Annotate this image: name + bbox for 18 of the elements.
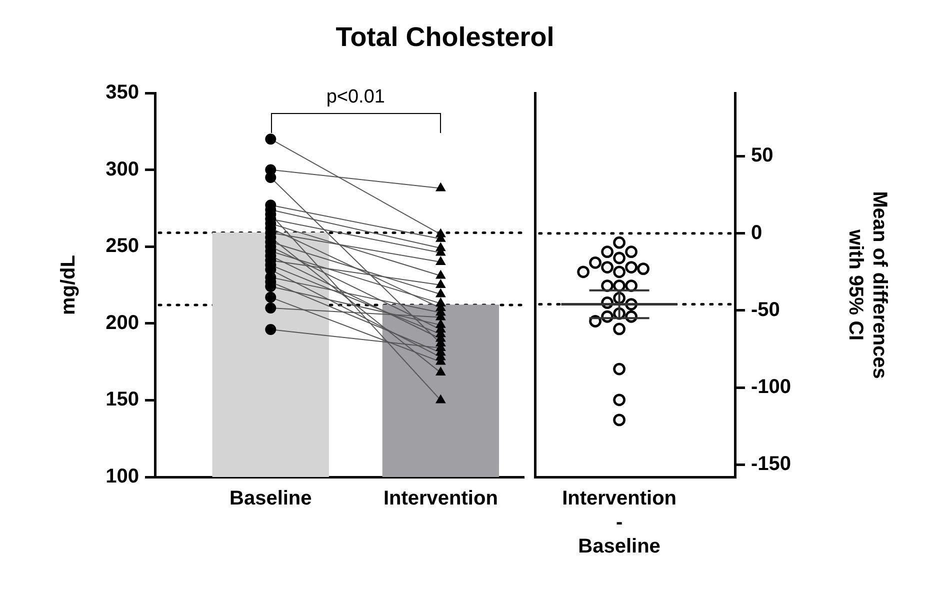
y-axis-title: mg/dL bbox=[58, 255, 80, 315]
y-tick-label: 100 bbox=[106, 466, 139, 488]
y2-tick-label: 0 bbox=[751, 222, 762, 244]
y2-tick-label: -150 bbox=[751, 453, 792, 476]
y2-tick-label: -50 bbox=[751, 298, 780, 321]
x-tick-label: Intervention - Baseline bbox=[562, 488, 677, 558]
y2-axis-title: Mean of differences with 95% CI bbox=[844, 191, 890, 379]
x-tick-label: Intervention bbox=[383, 488, 498, 510]
y-tick-label: 250 bbox=[106, 235, 139, 258]
y2-tick-label: -100 bbox=[751, 376, 792, 398]
y-tick-label: 350 bbox=[106, 82, 139, 104]
annotation: p<0.01 bbox=[326, 86, 385, 108]
y-tick-label: 300 bbox=[106, 158, 139, 180]
x-tick-label: Baseline bbox=[230, 488, 312, 510]
y2-tick-label: 50 bbox=[751, 144, 774, 167]
chart-title: Total Cholesterol bbox=[334, 22, 556, 53]
y-tick-label: 150 bbox=[106, 388, 139, 411]
y-tick-label: 200 bbox=[106, 312, 139, 334]
